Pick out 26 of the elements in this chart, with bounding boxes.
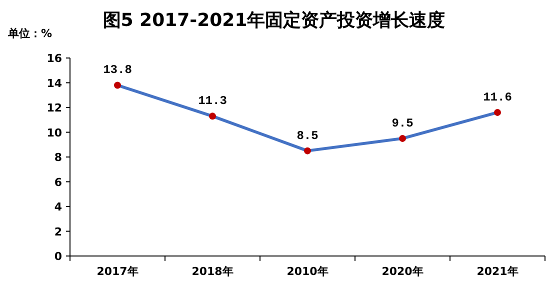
y-tick-label: 2 — [54, 225, 62, 238]
y-tick-label: 12 — [46, 102, 62, 114]
y-tick-label: 10 — [46, 126, 62, 140]
point — [399, 134, 406, 142]
data-label: 13.8 — [103, 63, 132, 78]
y-axis-title: 单位：% — [7, 27, 52, 40]
data-label: 8.5 — [296, 128, 318, 143]
x-tick-label: 2017年 — [96, 265, 138, 278]
data-label: 11.6 — [483, 90, 512, 104]
x-tick-label: 2018年 — [192, 265, 234, 278]
y-tick-label: 8 — [54, 151, 62, 164]
chart-title: 图5 2017-2021年固定资产投资增长速度 — [102, 10, 446, 31]
data-label: 11.3 — [198, 94, 227, 108]
x-tick-label: 2020年 — [382, 265, 424, 278]
point — [209, 112, 216, 120]
x-tick-label: 2010年 — [286, 265, 328, 278]
point — [494, 108, 501, 116]
data-label: 9.5 — [392, 116, 414, 130]
y-tick-label: 0 — [54, 250, 62, 263]
point — [304, 147, 311, 154]
y-tick-label: 6 — [54, 176, 62, 189]
y-tick-label: 14 — [46, 76, 62, 90]
point — [114, 82, 121, 89]
y-tick-label: 4 — [54, 200, 62, 214]
y-tick-label: 16 — [46, 52, 62, 65]
x-tick-label: 2021年 — [476, 265, 518, 278]
